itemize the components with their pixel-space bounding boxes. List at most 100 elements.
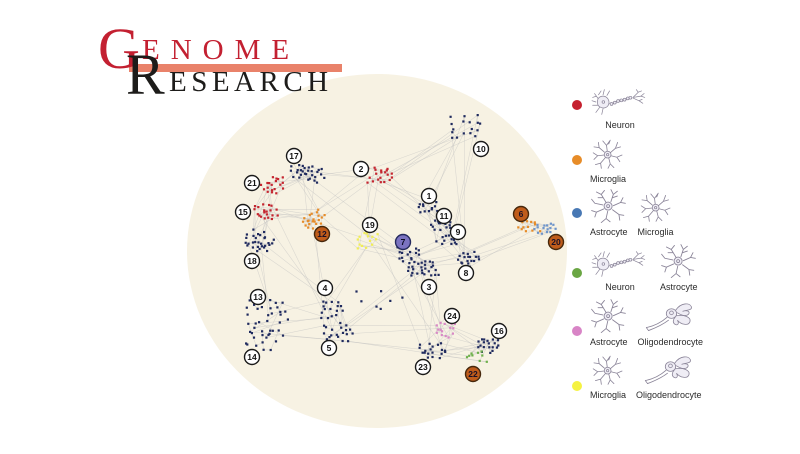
- cluster-23: [418, 342, 447, 360]
- legend-cell-oligodendrocyte: Oligodendrocyte: [636, 354, 702, 400]
- cluster-22: [465, 350, 488, 363]
- cluster-label-13: 13: [249, 288, 267, 306]
- cluster-label-15: 15: [234, 203, 252, 221]
- svg-text:22: 22: [468, 369, 478, 379]
- inter-cluster-edges: [248, 114, 551, 363]
- legend-label: Neuron: [605, 282, 635, 292]
- legend-color-dot: [572, 100, 582, 110]
- cluster-17: [289, 161, 326, 184]
- svg-text:20: 20: [551, 237, 561, 247]
- cluster-label-24: 24: [443, 307, 461, 325]
- legend-label: Astrocyte: [590, 337, 628, 347]
- svg-text:11: 11: [440, 211, 449, 221]
- cluster-14: [245, 329, 285, 352]
- legend-cell-oligodendrocyte: Oligodendrocyte: [637, 301, 704, 347]
- svg-text:3: 3: [427, 282, 432, 292]
- svg-text:9: 9: [456, 227, 461, 237]
- microglia-icon: [592, 139, 623, 169]
- cluster-label-9: 9: [449, 223, 467, 241]
- legend-row-astrocyte-oligodendrocyte: Astrocyte Oligodendrocyte: [560, 298, 703, 347]
- legend-row-microglia: Microglia: [560, 138, 626, 184]
- microglia-icon: [640, 192, 670, 222]
- cluster-label-1: 1: [420, 187, 438, 205]
- legend-label: Microglia: [590, 174, 627, 184]
- legend-label: Microglia: [637, 227, 674, 237]
- svg-text:10: 10: [476, 144, 486, 154]
- svg-text:21: 21: [247, 178, 257, 188]
- cluster-label-10: 10: [472, 140, 490, 158]
- cluster-label-4: 4: [316, 279, 334, 297]
- legend-color-dot: [572, 381, 582, 391]
- svg-text:7: 7: [401, 237, 406, 247]
- cluster-10: [449, 114, 482, 139]
- cluster-18: [244, 228, 275, 253]
- cluster-16: [477, 338, 500, 354]
- svg-text:15: 15: [238, 207, 248, 217]
- svg-text:6: 6: [519, 209, 524, 219]
- cluster-scatter: [355, 290, 404, 310]
- astrocyte-icon: [591, 299, 627, 334]
- svg-text:19: 19: [365, 220, 375, 230]
- cluster-20: [533, 222, 557, 235]
- oligodendrocyte-icon: [644, 356, 691, 384]
- logo-word-genome-initial: G: [98, 16, 140, 81]
- cluster-label-12: 12: [313, 225, 331, 243]
- legend-row-microglia-oligodendrocyte: Microglia Oligodendrocyte: [560, 354, 702, 400]
- svg-text:12: 12: [317, 229, 327, 239]
- svg-text:23: 23: [418, 362, 428, 372]
- legend-color-dot: [572, 208, 582, 218]
- cluster-label-23: 23: [414, 358, 432, 376]
- cluster-label-18: 18: [243, 252, 261, 270]
- cluster-label-17: 17: [285, 147, 303, 165]
- cluster-label-14: 14: [243, 348, 261, 366]
- cluster-4: [320, 300, 344, 320]
- legend-label: Astrocyte: [660, 282, 698, 292]
- cluster-8: [457, 250, 481, 268]
- cluster-label-19: 19: [361, 216, 379, 234]
- cluster-2: [366, 166, 393, 184]
- svg-text:14: 14: [247, 352, 257, 362]
- legend-row-neuron: Neuron: [560, 86, 650, 130]
- legend-label: Astrocyte: [590, 227, 628, 237]
- legend-cell-microglia: Microglia: [590, 138, 626, 184]
- legend-row-astrocyte-microglia: Astrocyte Microglia: [560, 188, 674, 237]
- cluster-21: [259, 176, 285, 195]
- svg-text:13: 13: [253, 292, 263, 302]
- cluster-7: [396, 246, 421, 263]
- cluster-label-2: 2: [352, 160, 370, 178]
- logo-word-genome-rest: ENOME: [142, 34, 301, 66]
- svg-text:5: 5: [327, 343, 332, 353]
- cluster-12: [301, 208, 326, 230]
- cluster-13: [245, 299, 289, 337]
- cluster-label-5: 5: [320, 339, 338, 357]
- neuron-icon: [591, 251, 646, 277]
- cell-type-legend: Neuron Microglia Astrocyte Microglia Neuron A…: [560, 0, 798, 454]
- svg-text:24: 24: [447, 311, 457, 321]
- genome-research-logo[interactable]: ENOME G R ESEARCH: [0, 0, 380, 110]
- cluster-label-21: 21: [243, 174, 261, 192]
- legend-label: Neuron: [605, 120, 635, 130]
- cluster-6: [517, 220, 542, 233]
- legend-label: Oligodendrocyte: [637, 337, 704, 347]
- cluster-label-16: 16: [490, 322, 508, 340]
- legend-cell-microglia: Microglia: [590, 354, 626, 400]
- svg-text:18: 18: [247, 256, 257, 266]
- cluster-label-20: 20: [547, 233, 565, 251]
- svg-text:8: 8: [464, 268, 469, 278]
- cluster-15: [253, 203, 279, 221]
- svg-text:4: 4: [323, 283, 328, 293]
- legend-color-dot: [572, 326, 582, 336]
- svg-text:17: 17: [289, 151, 299, 161]
- legend-color-dot: [572, 155, 582, 165]
- legend-cell-astrocyte: Astrocyte: [590, 188, 628, 237]
- neuron-icon: [591, 89, 646, 115]
- cluster-label-7: 7: [394, 233, 412, 251]
- cluster-label-11: 11: [435, 207, 453, 225]
- legend-cell-astrocyte: Astrocyte: [590, 298, 628, 347]
- svg-text:1: 1: [427, 191, 432, 201]
- logo-word-research-rest: ESEARCH: [169, 66, 333, 98]
- svg-text:2: 2: [359, 164, 364, 174]
